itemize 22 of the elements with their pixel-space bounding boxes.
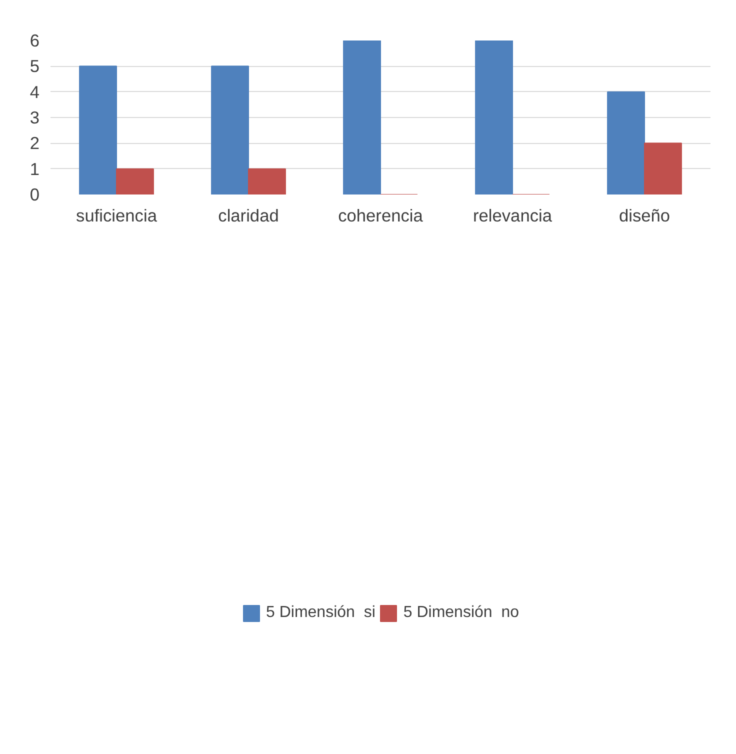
x-tick-label: claridad [218, 206, 279, 226]
bar [607, 91, 645, 194]
y-tick-label: 6 [30, 30, 40, 50]
bar [644, 142, 682, 194]
x-tick-label: relevancia [473, 206, 552, 226]
y-tick-label: 3 [30, 108, 40, 128]
bar [343, 40, 381, 194]
y-tick-label: 4 [30, 82, 40, 102]
x-tick-label: diseño [618, 206, 670, 226]
bar [79, 66, 117, 194]
y-tick-label: 2 [30, 133, 40, 154]
legend-label: 5 Dimensión no [403, 604, 519, 622]
bar [211, 66, 249, 194]
y-tick-label: 0 [30, 184, 40, 204]
x-tick-label: suficiencia [76, 206, 158, 226]
bar [116, 168, 154, 194]
x-tick-label: coherencia [338, 206, 424, 226]
bar [248, 168, 286, 194]
bar [475, 40, 513, 194]
y-tick-label: 5 [30, 56, 40, 76]
y-tick-label: 1 [30, 158, 40, 179]
legend-label: 5 Dimensión si [266, 604, 376, 622]
